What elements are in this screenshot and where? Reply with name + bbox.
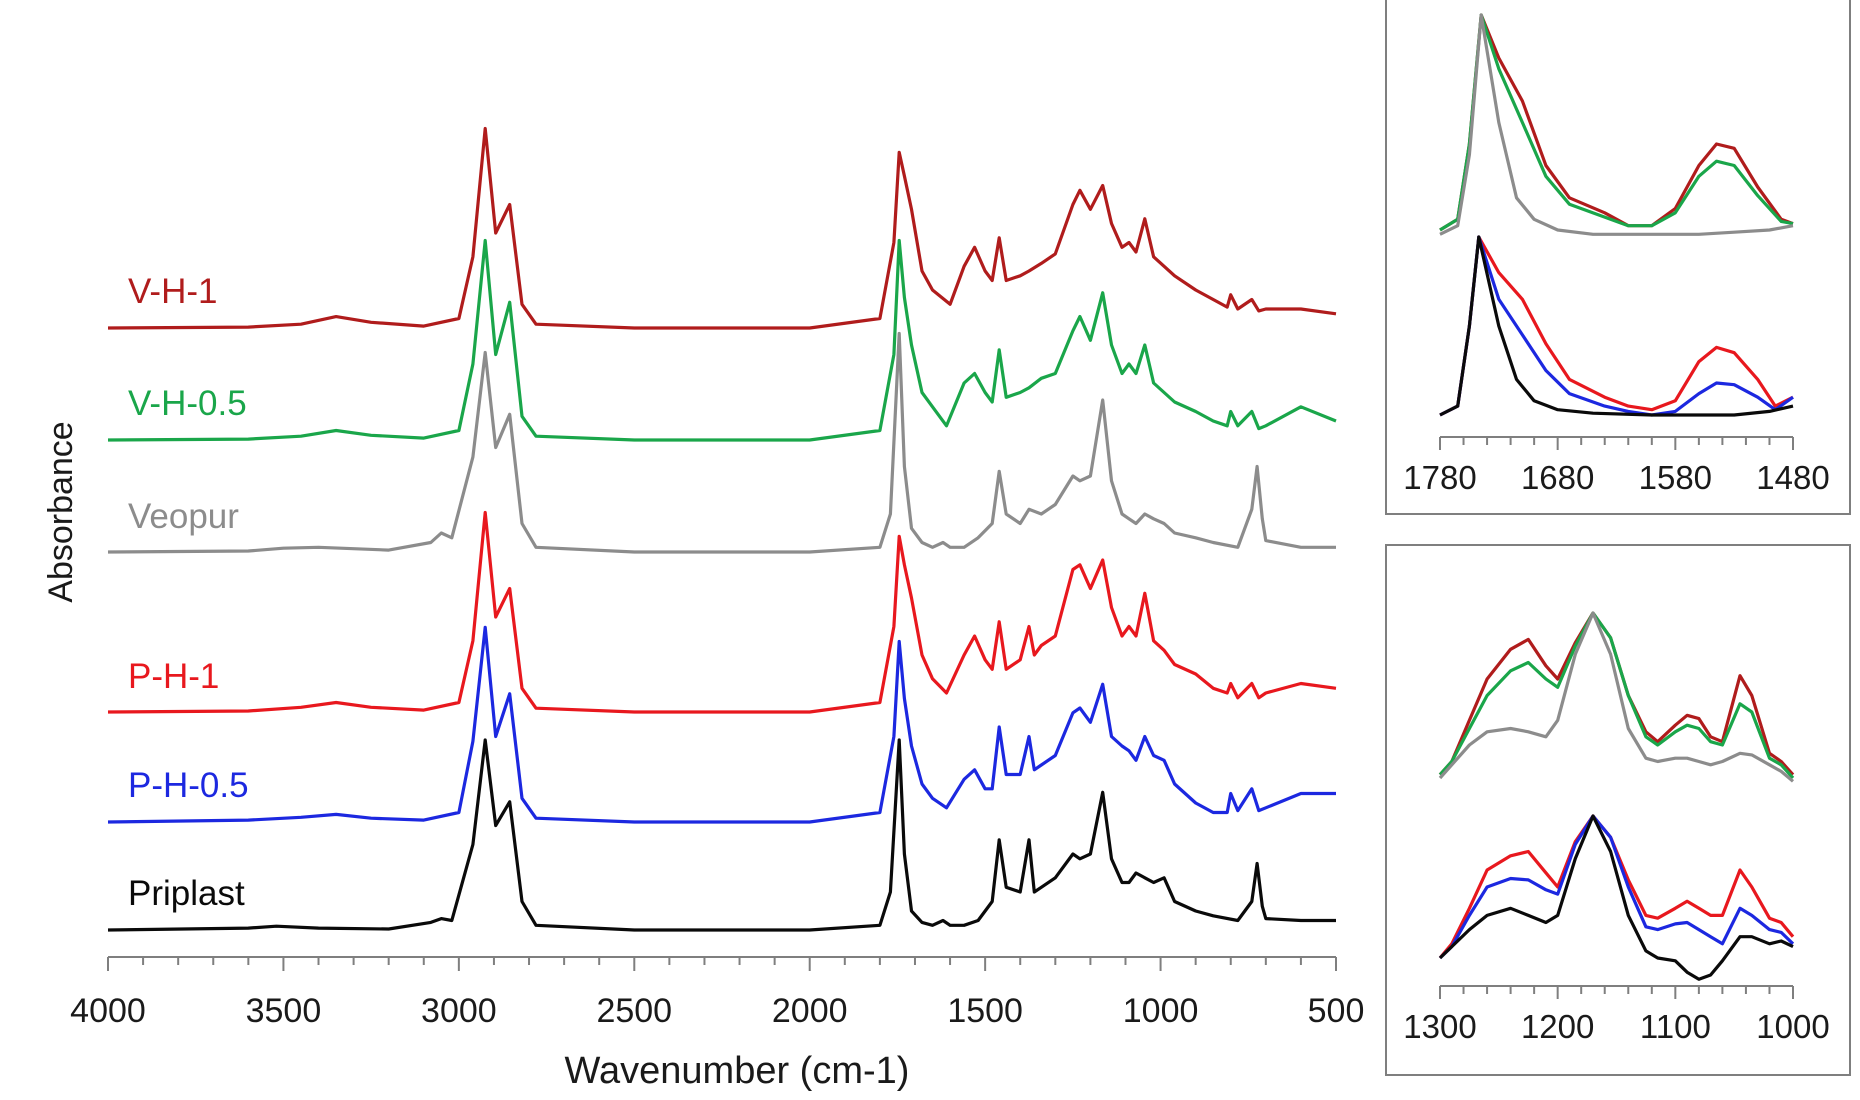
series-label-priplast: Priplast xyxy=(128,874,245,913)
spectrum-line-priplast xyxy=(107,738,1336,932)
main-tick-label: 2500 xyxy=(596,992,672,1030)
x-axis-title: Wavenumber (cm-1) xyxy=(565,1050,910,1092)
series-label-v-h-1: V-H-1 xyxy=(128,272,217,311)
spectrum-line-v-h-0-5 xyxy=(107,238,1337,442)
main-x-ticks: 4000 3500 3000 2500 2000 1500 1000 500 xyxy=(70,957,1364,1030)
main-spectrum-chart: V-H-1 V-H-0.5 Veopur P-H-1 P-H-0.5 Priplast 4… xyxy=(42,126,1364,1092)
inset-fingerprint-frame xyxy=(1385,544,1851,1076)
inset-fingerprint-line-g0-s0 xyxy=(1438,611,1795,776)
inset-fingerprint-tick-label: 1200 xyxy=(1521,1008,1594,1045)
inset-fingerprint-line-g0-s1 xyxy=(1438,611,1795,780)
inset-carbonyl-region: 1780 1680 1580 1480 xyxy=(1385,0,1851,515)
inset-fingerprint-tick-label: 1100 xyxy=(1640,1008,1711,1045)
spectrum-line-veopur xyxy=(107,331,1336,554)
main-tick-label: 500 xyxy=(1308,992,1365,1030)
spectrum-line-p-h-1 xyxy=(107,510,1337,714)
inset-carbonyl-line-g0-s1 xyxy=(1439,13,1794,232)
inset-fingerprint-x-ticks: 1300 1200 1100 1000 xyxy=(1403,986,1830,1045)
inset-carbonyl-tick-label: 1580 xyxy=(1639,459,1712,496)
series-label-veopur: Veopur xyxy=(128,497,239,536)
inset-carbonyl-x-ticks: 1780 1680 1580 1480 xyxy=(1403,437,1830,496)
main-tick-label: 4000 xyxy=(70,992,146,1030)
main-tick-label: 1500 xyxy=(947,992,1023,1030)
inset-fingerprint-lines xyxy=(1438,611,1795,981)
main-tick-label: 3500 xyxy=(246,992,322,1030)
inset-fingerprint-tick-label: 1300 xyxy=(1403,1008,1476,1045)
inset-carbonyl-tick-label: 1680 xyxy=(1521,459,1594,496)
spectrum-line-p-h-0-5 xyxy=(107,625,1336,824)
inset-fingerprint-line-g1-s1 xyxy=(1438,814,1795,960)
series-labels: V-H-1 V-H-0.5 Veopur P-H-1 P-H-0.5 Priplast xyxy=(128,272,249,913)
inset-carbonyl-tick-label: 1480 xyxy=(1756,459,1829,496)
series-label-p-h-1: P-H-1 xyxy=(128,657,219,696)
main-tick-label: 2000 xyxy=(772,992,848,1030)
series-label-v-h-0-5: V-H-0.5 xyxy=(128,384,247,423)
inset-fingerprint-tick-label: 1000 xyxy=(1756,1008,1829,1045)
main-tick-label: 1000 xyxy=(1123,992,1199,1030)
inset-fingerprint-line-g0-s2 xyxy=(1438,611,1795,783)
inset-carbonyl-line-g0-s2 xyxy=(1439,13,1794,236)
spectrum-line-v-h-1 xyxy=(107,126,1337,330)
inset-fingerprint-line-g1-s2 xyxy=(1438,814,1794,981)
inset-carbonyl-line-g1-s2 xyxy=(1439,235,1794,417)
series-label-p-h-0-5: P-H-0.5 xyxy=(128,766,249,805)
inset-carbonyl-frame xyxy=(1385,0,1851,515)
y-axis-title: Absorbance xyxy=(42,421,80,602)
main-tick-label: 3000 xyxy=(421,992,497,1030)
inset-fingerprint-region: 1300 1200 1100 1000 xyxy=(1385,544,1851,1076)
inset-carbonyl-lines xyxy=(1439,13,1794,417)
main-spectra-lines xyxy=(107,126,1337,932)
inset-carbonyl-tick-label: 1780 xyxy=(1403,459,1476,496)
inset-fingerprint-line-g1-s0 xyxy=(1438,814,1795,960)
